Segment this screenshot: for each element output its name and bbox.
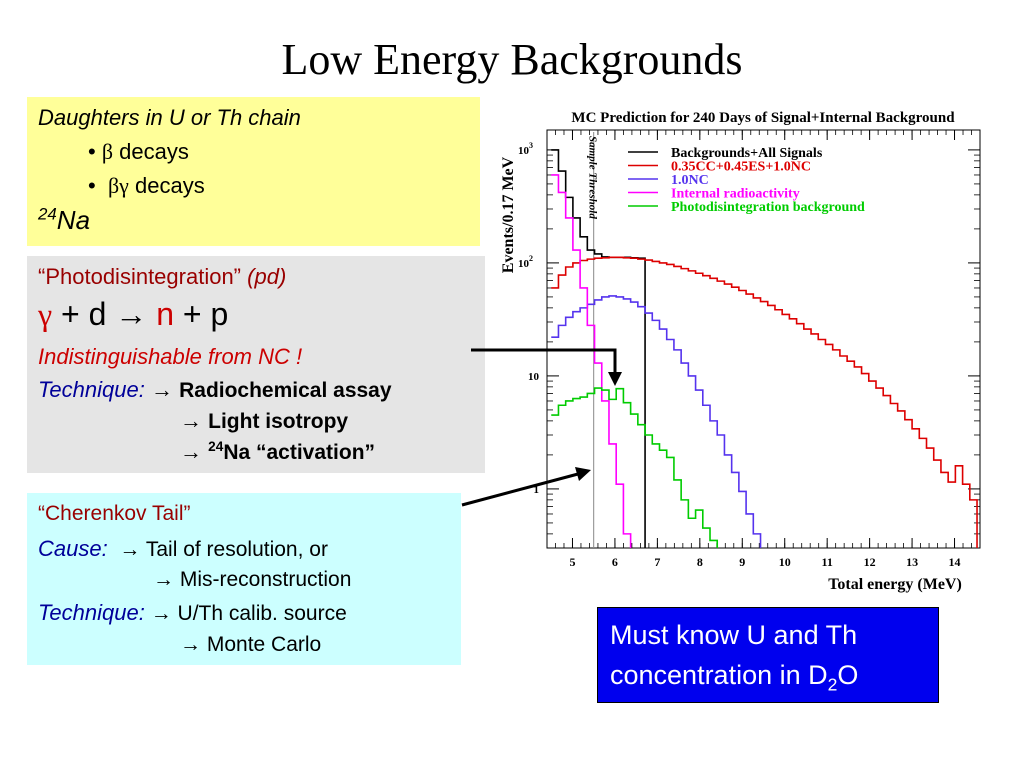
plot-frame bbox=[546, 129, 981, 549]
x-tick-label: 9 bbox=[739, 555, 745, 569]
threshold-label: Sample Threshold bbox=[587, 136, 599, 219]
page-title: Low Energy Backgrounds bbox=[281, 35, 743, 84]
y-tick-label: 103 bbox=[518, 141, 533, 157]
x-tick-label: 5 bbox=[569, 555, 575, 569]
pd-technique-line3: → 24Na “activation” bbox=[180, 439, 376, 464]
series-line bbox=[551, 256, 978, 548]
bullet1-text: decays bbox=[119, 139, 189, 164]
x-axis-label: Total energy (MeV) bbox=[828, 576, 962, 593]
chart-series bbox=[551, 149, 978, 548]
cherenkov-technique-line2: → Monte Carlo bbox=[180, 632, 322, 656]
photodisintegration-box: “Photodisintegration” (pd) γ + d → n + p… bbox=[27, 256, 485, 473]
cherenkov-technique-line1: Technique: → U/Th calib. source bbox=[38, 600, 347, 625]
arrow-icon: → bbox=[180, 439, 202, 464]
beta-symbol: β bbox=[101, 139, 114, 164]
arrow-icon: → bbox=[150, 601, 172, 625]
cause-line1: Cause: → Tail of resolution, or bbox=[38, 536, 328, 561]
series-line bbox=[551, 387, 719, 548]
cause-line2: → Mis-reconstruction bbox=[153, 567, 352, 591]
y-tick-label: 1 bbox=[534, 484, 540, 496]
pd-technique-line1: Technique: → Radiochemical assay bbox=[38, 377, 392, 402]
pd-technique-line2: → Light isotropy bbox=[180, 408, 349, 433]
legend-entry: Internal radioactivity bbox=[671, 187, 800, 202]
cherenkov-tail-box: “Cherenkov Tail” Cause: → Tail of resolu… bbox=[27, 493, 461, 665]
arrow-symbol: → bbox=[115, 296, 148, 332]
chart-title: MC Prediction for 240 Days of Signal+Int… bbox=[571, 110, 955, 126]
arrow-icon: → bbox=[119, 537, 141, 561]
x-tick-label: 8 bbox=[697, 555, 703, 569]
x-tick-label: 10 bbox=[779, 555, 791, 569]
chart-legend: Backgrounds+All Signals0.35CC+0.45ES+1.0… bbox=[628, 146, 865, 215]
neutron-symbol: n bbox=[156, 296, 174, 332]
y-tick-label: 102 bbox=[518, 254, 533, 270]
series-line bbox=[551, 295, 762, 548]
gamma-symbol: γ bbox=[38, 296, 53, 332]
y-axis-label: Events/0.17 MeV bbox=[500, 156, 517, 273]
legend-entry: Backgrounds+All Signals bbox=[671, 146, 823, 161]
cherenkov-connector-arrow bbox=[461, 472, 579, 507]
cherenkov-heading: “Cherenkov Tail” bbox=[38, 502, 191, 525]
arrow-icon: → bbox=[180, 632, 201, 656]
pd-reaction: γ + d → n + p bbox=[38, 296, 229, 332]
sample-threshold: Sample Threshold bbox=[587, 132, 599, 548]
legend-entry: 0.35CC+0.45ES+1.0NC bbox=[671, 160, 811, 175]
x-tick-label: 14 bbox=[949, 555, 961, 569]
arrow-icon: → bbox=[180, 408, 202, 433]
blue-box-line1: Must know U and Th bbox=[610, 620, 858, 650]
pd-connector-arrow bbox=[471, 348, 617, 374]
pd-connector-arrowhead bbox=[608, 372, 622, 386]
u-th-concentration-box: Must know U and Th concentration in D2O bbox=[597, 607, 939, 703]
cherenkov-connector-arrowhead bbox=[575, 467, 591, 481]
legend-entry: Photodisintegration background bbox=[671, 200, 865, 215]
beta-gamma-symbol: βγ bbox=[107, 173, 129, 198]
series-line bbox=[551, 174, 632, 548]
u-th-daughters-box: Daughters in U or Th chain • β decays • … bbox=[27, 97, 480, 246]
arrow-icon: → bbox=[150, 377, 173, 402]
bullet-beta-gamma-decays: • βγ decays bbox=[88, 173, 205, 198]
bullet-beta-decays: • β decays bbox=[88, 139, 189, 164]
na24-label: 24Na bbox=[38, 204, 91, 235]
x-tick-label: 12 bbox=[864, 555, 876, 569]
y-tick-label: 10 bbox=[528, 371, 540, 383]
pd-heading: “Photodisintegration” (pd) bbox=[38, 264, 287, 289]
arrow-icon: → bbox=[153, 567, 174, 591]
x-tick-label: 7 bbox=[654, 555, 660, 569]
blue-box-line2: concentration in D2O bbox=[610, 660, 859, 695]
x-tick-label: 13 bbox=[906, 555, 918, 569]
bullet2-text: decays bbox=[134, 173, 205, 198]
x-tick-label: 6 bbox=[612, 555, 618, 569]
daughters-heading: Daughters in U or Th chain bbox=[38, 105, 301, 130]
legend-entry: 1.0NC bbox=[671, 173, 709, 188]
x-tick-labels: 5 6 7 8 9 10 11 12 13 14 bbox=[569, 555, 960, 569]
indistinguishable-note: Indistinguishable from NC ! bbox=[38, 344, 303, 369]
x-tick-label: 11 bbox=[822, 555, 833, 569]
